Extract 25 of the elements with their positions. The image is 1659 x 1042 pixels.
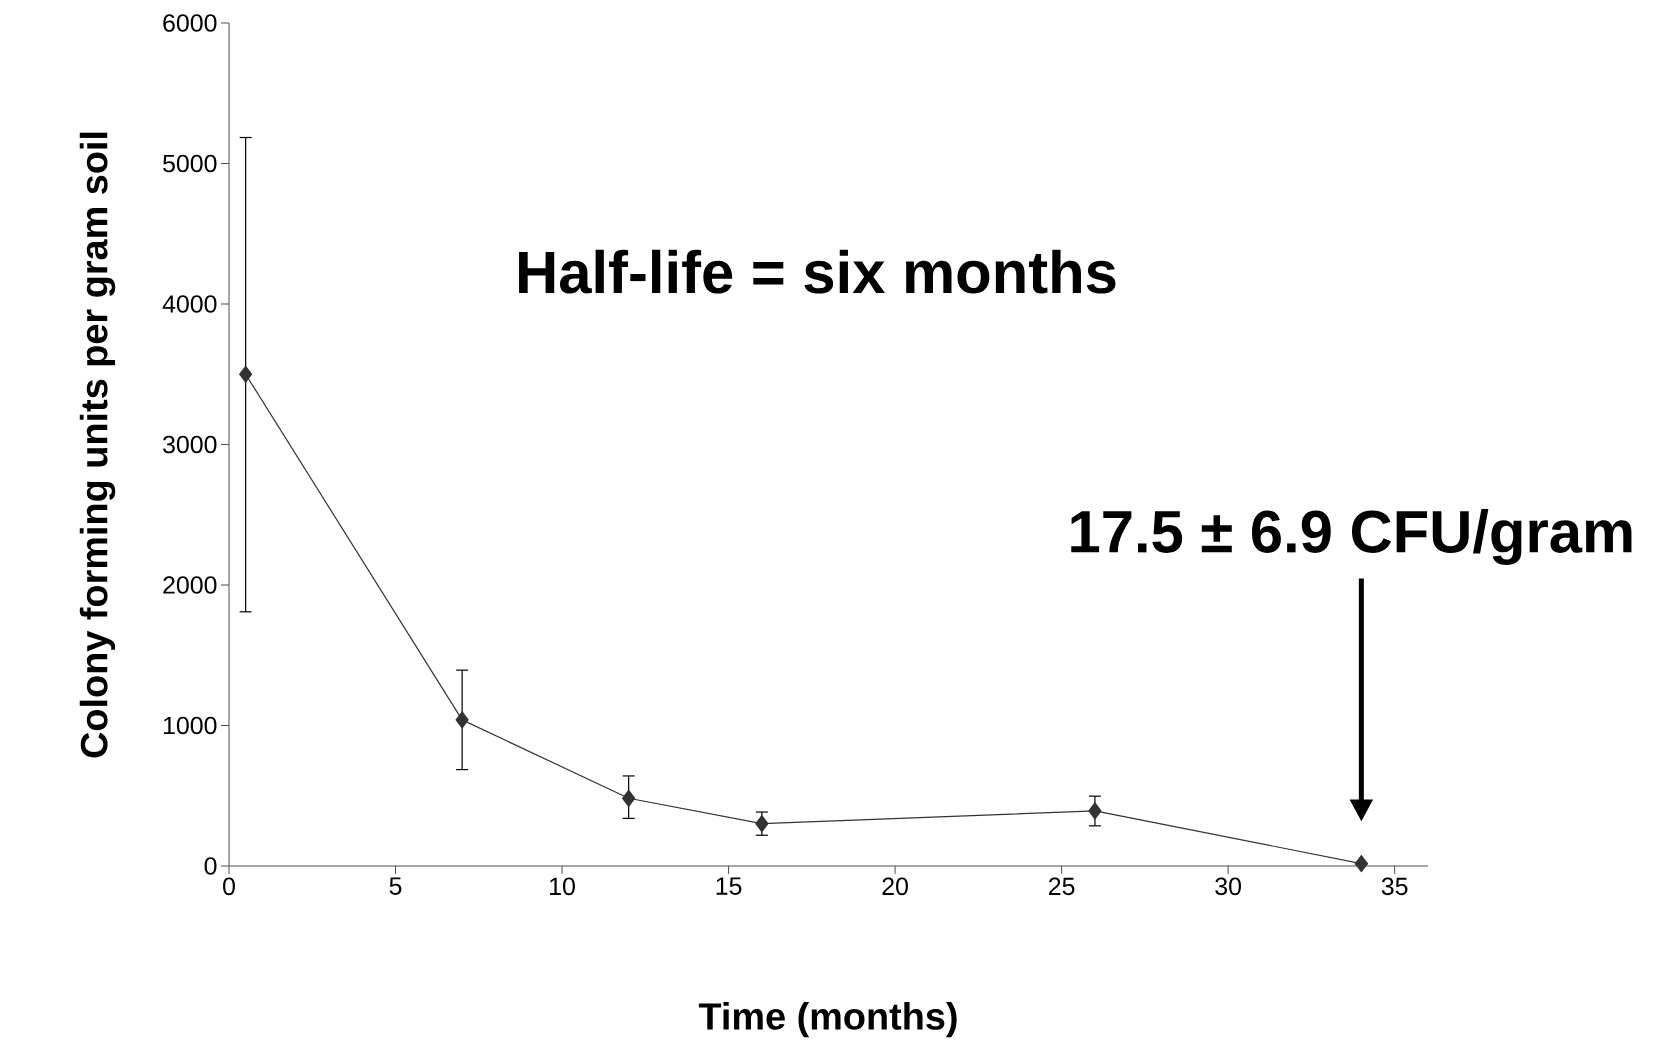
x-tick-label: 5 bbox=[389, 877, 402, 895]
point bbox=[1088, 802, 1102, 820]
point bbox=[755, 815, 769, 833]
y-tick-label: 6000 bbox=[163, 14, 217, 32]
y-tick-label: 4000 bbox=[162, 295, 217, 313]
x-tick-label: 10 bbox=[550, 877, 575, 896]
y-tick-label: 2000 bbox=[163, 576, 217, 594]
y-tick-label: 0 bbox=[204, 857, 217, 875]
x-tick-label: 30 bbox=[1215, 877, 1242, 896]
x-axis-title: Time (months) bbox=[698, 1001, 957, 1038]
y-tick-label: 3000 bbox=[163, 435, 217, 454]
point bbox=[1354, 854, 1368, 873]
y-tick-label: 1000 bbox=[163, 716, 217, 735]
point bbox=[239, 365, 253, 383]
x-tick-label: 15 bbox=[716, 877, 742, 895]
y-axis-title: Colony forming units per gram soil bbox=[79, 132, 116, 758]
x-tick-label: 25 bbox=[1049, 877, 1075, 896]
annotation: Half-life = six months bbox=[519, 249, 1116, 294]
x-tick-label: 20 bbox=[882, 877, 908, 896]
annotation: 17.5 ± 6.9 CFU/gram bbox=[1071, 509, 1632, 566]
x-tick-label: 35 bbox=[1381, 877, 1408, 896]
y-tick-label: 5000 bbox=[163, 154, 217, 173]
point bbox=[455, 711, 469, 729]
point bbox=[622, 789, 636, 807]
x-tick-label: 0 bbox=[223, 877, 235, 896]
